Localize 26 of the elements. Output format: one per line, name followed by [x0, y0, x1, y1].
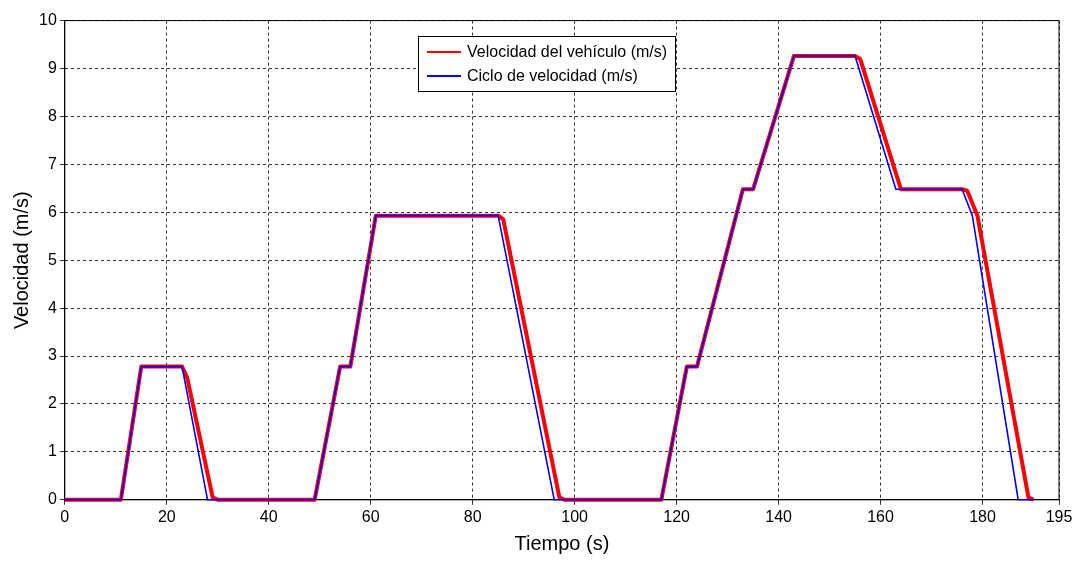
y-tick-label: 1: [47, 442, 57, 460]
legend-label: Velocidad del vehículo (m/s): [467, 43, 668, 61]
y-tick-label: 10: [39, 11, 57, 29]
x-tick-label: 180: [969, 507, 996, 525]
y-tick-label: 0: [47, 490, 57, 508]
x-tick-label: 80: [463, 507, 482, 525]
x-tick-label: 195: [1045, 507, 1073, 525]
y-tick-label: 8: [47, 106, 57, 124]
y-tick-label: 6: [47, 202, 57, 220]
legend-label: Ciclo de velocidad (m/s): [467, 67, 638, 85]
x-tick-label: 60: [361, 507, 380, 525]
y-tick-label: 2: [47, 394, 57, 412]
y-tick-label: 3: [47, 346, 57, 364]
y-tick-label: 9: [47, 58, 57, 76]
x-tick-label: 160: [867, 507, 894, 525]
x-tick-label: 40: [259, 507, 278, 525]
y-axis-title: Velocidad (m/s): [9, 191, 32, 330]
x-tick-label: 140: [765, 507, 793, 525]
x-tick-label: 120: [663, 507, 691, 525]
x-axis-title: Tiempo (s): [514, 531, 610, 554]
y-tick-label: 4: [47, 298, 57, 316]
y-tick-label: 5: [47, 250, 57, 268]
x-tick-label: 100: [561, 507, 589, 525]
y-tick-label: 7: [47, 154, 57, 172]
x-tick-label: 0: [60, 507, 70, 525]
x-tick-label: 20: [157, 507, 176, 525]
